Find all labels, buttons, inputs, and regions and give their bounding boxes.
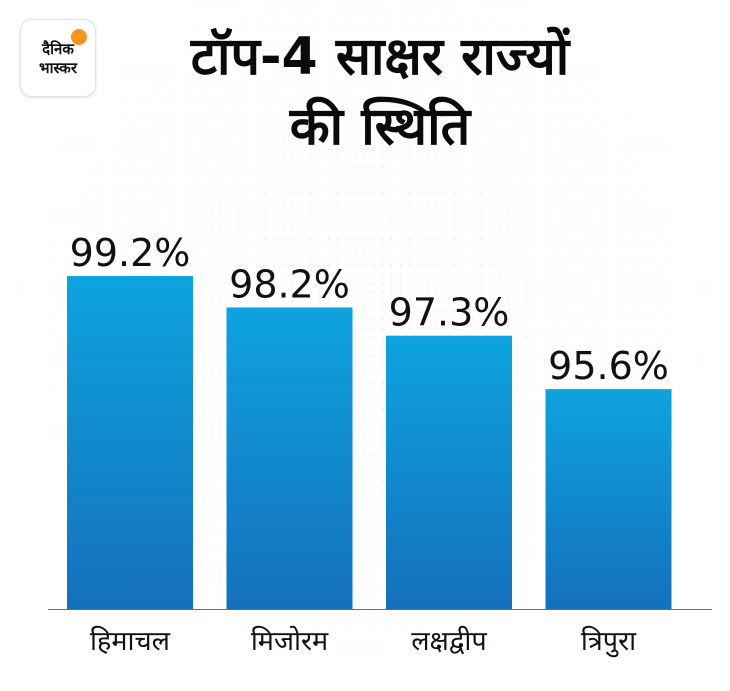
- bar-1: [67, 276, 193, 609]
- sun-icon: [71, 29, 87, 45]
- value-label-2: 98.2%: [229, 262, 350, 306]
- bar-2: [226, 307, 353, 609]
- bar-4: [545, 389, 672, 609]
- category-label-2: मिजोरम: [251, 625, 329, 657]
- bar-3: [386, 335, 512, 609]
- category-label-4: त्रिपुरा: [581, 625, 637, 658]
- category-label-3: लक्षद्वीप: [411, 625, 487, 657]
- category-label-1: हिमाचल: [90, 625, 171, 657]
- chart-title-line2: की स्थिति: [289, 97, 471, 157]
- value-label-3: 97.3%: [389, 291, 510, 335]
- value-label-1: 99.2%: [70, 231, 191, 275]
- chart-title-line1: टॉप-4 साक्षर राज्यों: [190, 27, 570, 87]
- dainik-bhaskar-logo: दैनिक भास्कर: [20, 19, 96, 97]
- logo-text-line1: दैनिक: [42, 40, 74, 58]
- logo-text-line2: भास्कर: [39, 59, 77, 77]
- value-label-4: 95.6%: [548, 344, 669, 388]
- chart-title: टॉप-4 साक्षर राज्यों की स्थिति: [100, 22, 660, 162]
